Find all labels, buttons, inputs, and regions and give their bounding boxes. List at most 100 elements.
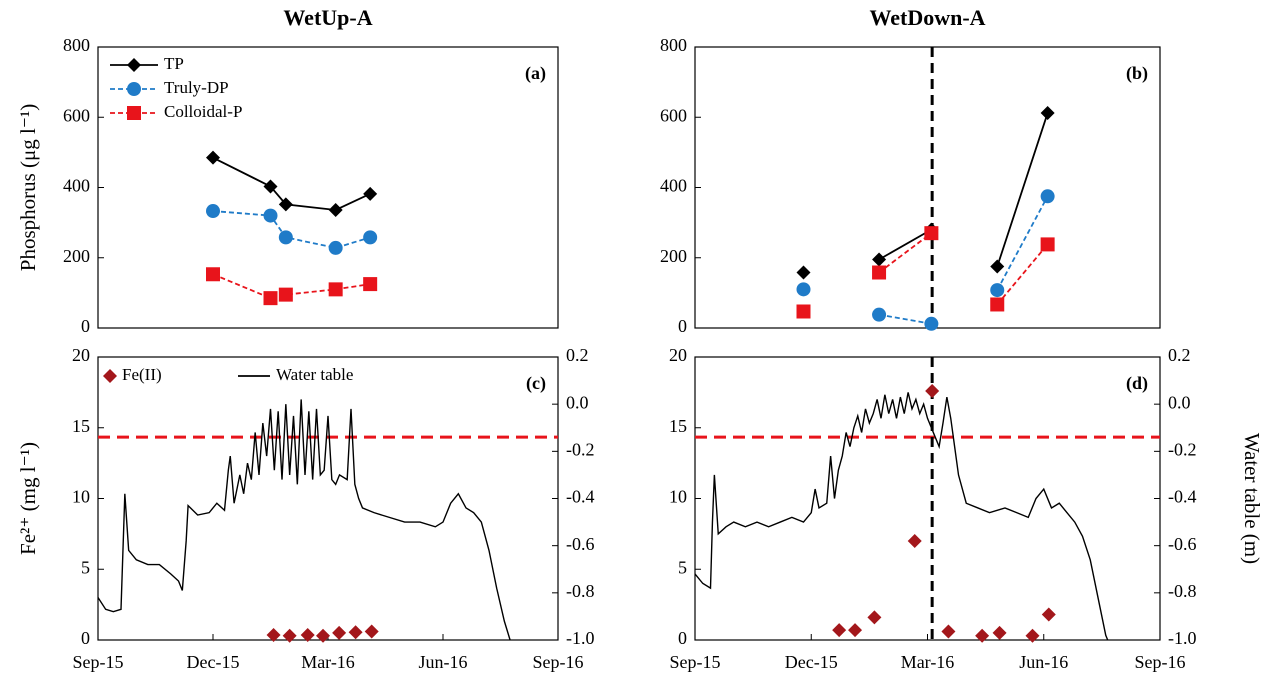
marker [872, 265, 887, 280]
series-line [212, 210, 371, 249]
y-tick-label: 0 [678, 316, 687, 336]
marker [316, 628, 331, 643]
x-tick-label: Mar-16 [301, 652, 355, 672]
marker [363, 186, 378, 201]
panel-label: (b) [1126, 63, 1148, 84]
y2-axis-label: Water table (m) [1240, 433, 1264, 564]
y-tick-label: 400 [63, 176, 90, 196]
y-tick-label: 400 [660, 176, 687, 196]
y-axis-label: Fe²⁺ (mg l⁻¹) [16, 442, 40, 555]
marker [278, 197, 293, 212]
y-tick-label: 800 [660, 35, 687, 55]
chart-title: WetDown-A [869, 5, 985, 30]
marker [1040, 189, 1055, 204]
marker [941, 624, 956, 639]
y-tick-label: 200 [63, 246, 90, 266]
marker [348, 625, 363, 640]
y2-tick-label: 0.0 [1168, 392, 1191, 412]
y-tick-label: 0 [81, 628, 90, 648]
x-tick-label: Sep-16 [1135, 652, 1186, 672]
y2-tick-label: -0.4 [1168, 487, 1197, 507]
y-tick-label: 5 [678, 557, 687, 577]
marker [363, 277, 378, 292]
marker [1025, 628, 1040, 643]
x-tick-label: Dec-15 [785, 652, 838, 672]
x-tick-label: Sep-16 [533, 652, 584, 672]
x-tick-label: Sep-15 [670, 652, 721, 672]
plot-frame [694, 356, 1161, 641]
y-tick-label: 5 [81, 557, 90, 577]
legend-label: TP [164, 54, 184, 73]
panel-label: (a) [525, 63, 546, 84]
series-line [97, 399, 511, 641]
marker [796, 265, 811, 280]
y-tick-label: 200 [660, 246, 687, 266]
y-tick-label: 0 [678, 628, 687, 648]
marker [332, 625, 347, 640]
plot-frame [694, 46, 1161, 329]
marker [278, 230, 293, 245]
marker [848, 623, 863, 638]
marker [206, 150, 220, 165]
y2-tick-label: 0.0 [566, 392, 589, 412]
y2-tick-label: 0.2 [566, 345, 589, 365]
y-tick-label: 600 [660, 105, 687, 125]
y2-tick-label: -0.6 [1168, 534, 1197, 554]
marker [872, 307, 887, 322]
y-tick-label: 20 [72, 345, 90, 365]
marker [990, 297, 1005, 312]
legend-marker [127, 82, 141, 96]
y-axis-label: Phosphorus (μg l⁻¹) [16, 104, 40, 271]
marker [1040, 237, 1055, 252]
marker [796, 304, 811, 319]
legend-label: Fe(II) [122, 365, 162, 384]
y2-tick-label: -0.6 [566, 534, 595, 554]
marker [796, 282, 811, 297]
legend-label: Truly-DP [164, 78, 229, 97]
marker [832, 623, 847, 638]
y2-tick-label: -0.2 [566, 439, 595, 459]
y2-tick-label: -0.2 [1168, 439, 1197, 459]
marker [263, 291, 278, 306]
marker [328, 240, 343, 255]
legend-marker [103, 369, 117, 383]
marker [364, 624, 379, 639]
marker [990, 259, 1005, 274]
y-tick-label: 15 [669, 416, 687, 436]
x-tick-label: Mar-16 [901, 652, 955, 672]
y2-tick-label: -0.8 [566, 581, 595, 601]
legend-label: Water table [276, 365, 353, 384]
marker [282, 628, 297, 643]
marker [1041, 607, 1056, 622]
plot-frame [97, 356, 559, 641]
series-line [694, 392, 1109, 641]
legend-marker [127, 58, 141, 72]
marker [990, 283, 1005, 298]
marker [300, 628, 315, 643]
y-tick-label: 800 [63, 35, 90, 55]
y2-tick-label: 0.2 [1168, 345, 1191, 365]
marker [266, 628, 281, 643]
marker [263, 179, 278, 194]
marker [924, 226, 939, 241]
y-tick-label: 15 [72, 416, 90, 436]
marker [263, 208, 278, 223]
series-line [212, 156, 371, 211]
marker [992, 625, 1007, 640]
marker [328, 282, 343, 297]
series-line [878, 195, 1049, 325]
y2-tick-label: -1.0 [566, 628, 595, 648]
x-tick-label: Sep-15 [73, 652, 124, 672]
marker [872, 252, 887, 267]
marker [1040, 106, 1055, 121]
legend-marker [127, 106, 141, 120]
marker [328, 202, 343, 217]
y-tick-label: 0 [81, 316, 90, 336]
marker [907, 533, 922, 548]
marker [867, 610, 882, 625]
marker [975, 628, 990, 643]
y-tick-label: 10 [72, 487, 90, 507]
marker [925, 383, 940, 398]
y-tick-label: 600 [63, 105, 90, 125]
